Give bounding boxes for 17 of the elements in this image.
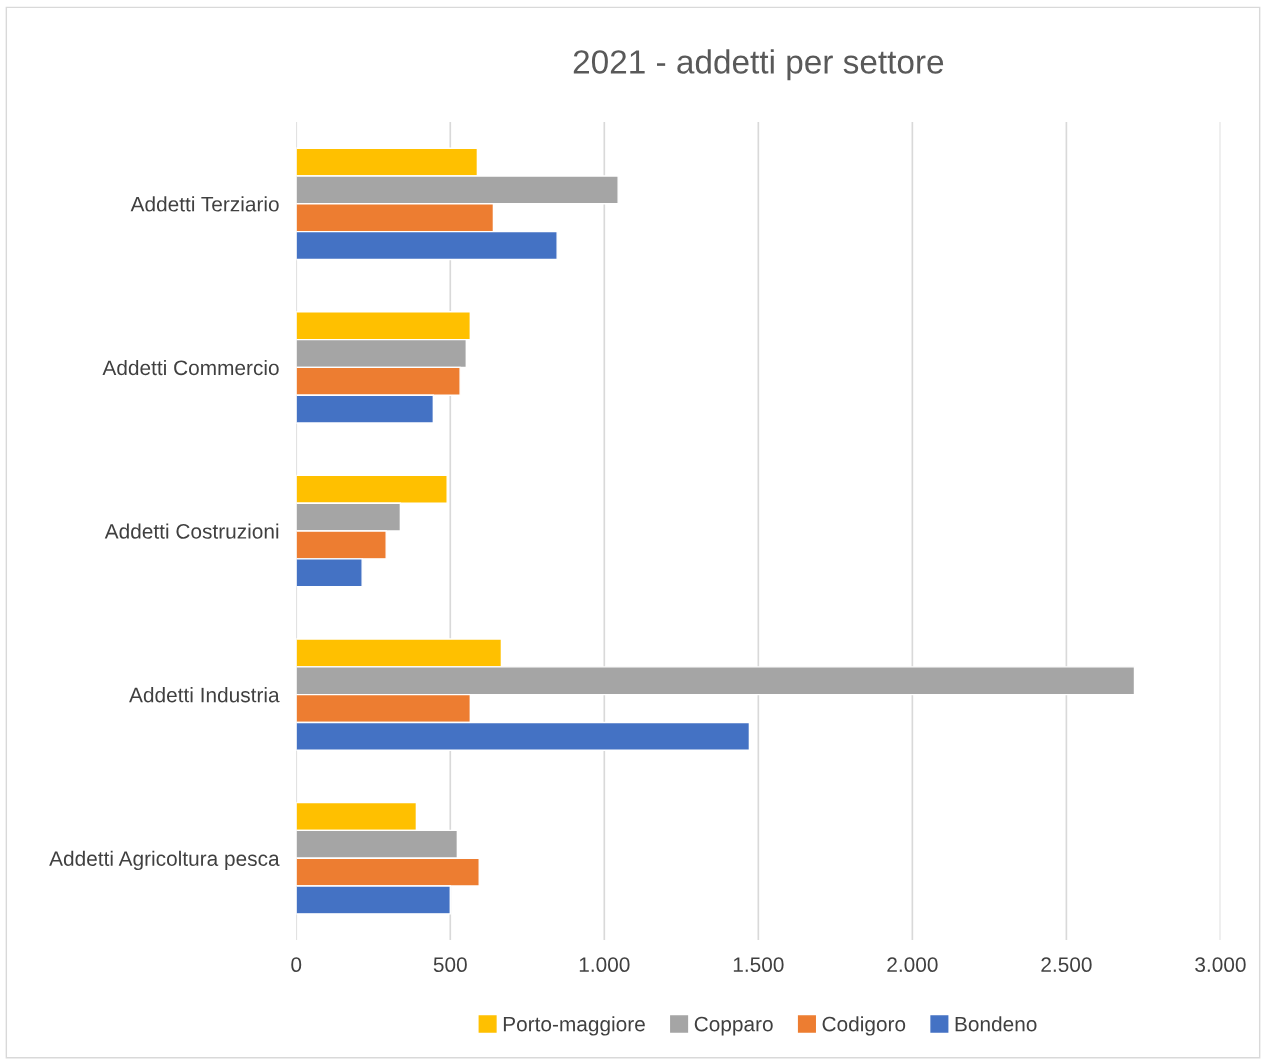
y-tick-label: Addetti Costruzioni [104, 523, 279, 539]
x-tick-label: 2.500 [1041, 957, 1092, 973]
x-tick-label: 0 [291, 957, 302, 973]
legend-label: Bondeno [955, 1016, 1037, 1032]
legend-label: Codigoro [822, 1016, 906, 1036]
x-tick-label: 500 [433, 957, 467, 973]
x-tick-label: 1.500 [733, 957, 784, 973]
x-tick-label: 2.000 [887, 957, 938, 973]
y-tick-label: Addetti Industria [129, 687, 280, 703]
y-tick-label: Addetti Commercio [102, 359, 279, 376]
x-tick-label: 1.000 [579, 957, 630, 973]
x-tick-label: 3.000 [1195, 957, 1246, 973]
legend-label: Copparo [694, 1016, 773, 1036]
chart-title: 2021 - addetti per settore [573, 49, 944, 81]
y-tick-label: Addetti Terziario [130, 196, 279, 212]
y-tick-label: Addetti Agricoltura pesca [49, 850, 280, 871]
legend-label: Porto-maggiore [503, 1016, 645, 1036]
